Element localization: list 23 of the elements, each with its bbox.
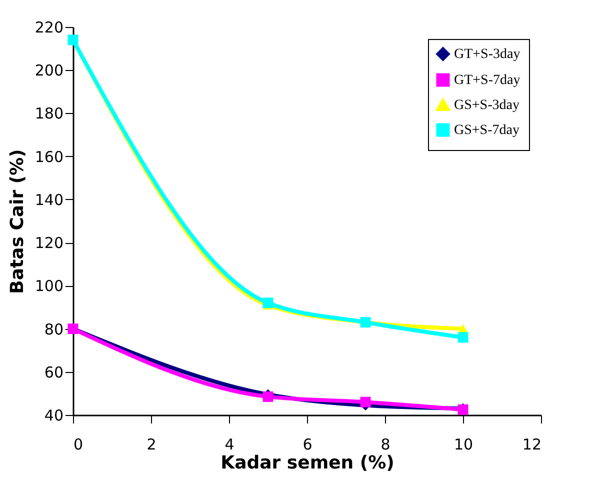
legend-label: GS+S-7day [454, 123, 520, 138]
y-tick-label: 120 [34, 234, 64, 252]
y-tick-label: 80 [44, 320, 64, 338]
x-tick-label: 0 [74, 436, 84, 454]
y-tick-label: 180 [34, 104, 64, 123]
legend-label: GT+S-7day [454, 73, 520, 88]
legend-label: GS+S-3day [454, 98, 520, 113]
y-axis-title: Batas Cair (%) [6, 149, 28, 294]
x-tick-label: 8 [380, 436, 390, 454]
y-tick-label: 100 [34, 277, 64, 296]
x-tick-label: 6 [302, 436, 312, 454]
x-tick-label: 12 [522, 436, 542, 454]
y-tick-label: 140 [34, 190, 64, 209]
y-tick-label: 220 [34, 18, 64, 36]
x-tick-label: 10 [454, 436, 474, 454]
x-tick-label: 4 [224, 436, 234, 454]
y-tick-label: 160 [34, 148, 64, 166]
legend-label: GT+S-3day [454, 47, 520, 62]
x-axis-title: Kadar semen (%) [220, 452, 394, 474]
y-tick-label: 60 [44, 363, 64, 382]
y-tick-label: 40 [44, 406, 64, 424]
y-tick-label: 200 [34, 62, 64, 80]
x-tick-label: 2 [146, 436, 156, 454]
